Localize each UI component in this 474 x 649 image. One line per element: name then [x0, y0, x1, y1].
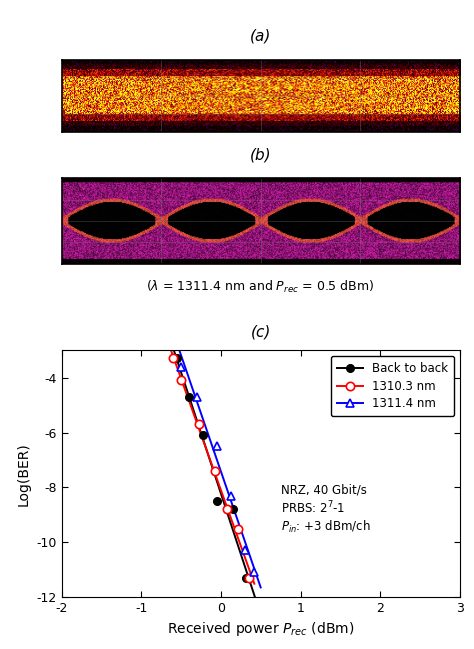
Text: (b): (b)	[250, 148, 272, 163]
Text: (a): (a)	[250, 29, 272, 44]
Text: NRZ, 40 Gbit/s
PRBS: 2$^7$-1
$P_{in}$: +3 dBm/ch: NRZ, 40 Gbit/s PRBS: 2$^7$-1 $P_{in}$: +…	[281, 484, 370, 535]
Text: ($\lambda$ = 1311.4 nm and $P_{rec}$ = 0.5 dBm): ($\lambda$ = 1311.4 nm and $P_{rec}$ = 0…	[146, 279, 375, 295]
Y-axis label: Log(BER): Log(BER)	[17, 442, 31, 506]
Text: (c): (c)	[251, 324, 271, 339]
Legend: Back to back, 1310.3 nm, 1311.4 nm: Back to back, 1310.3 nm, 1311.4 nm	[331, 356, 454, 417]
X-axis label: Received power $P_{rec}$ (dBm): Received power $P_{rec}$ (dBm)	[167, 620, 355, 639]
